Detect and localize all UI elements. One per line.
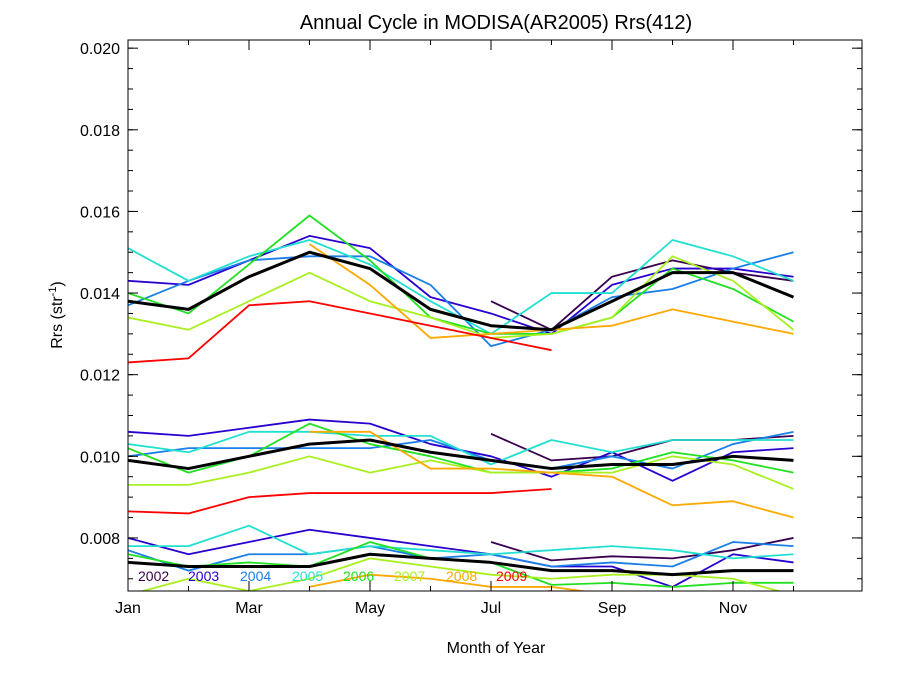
legend-item-2006: 2006 — [343, 568, 374, 584]
legend: 2002 2003 2004 2005 2006 2007 2008 2009 — [138, 568, 527, 584]
mean-line-band-3 — [128, 552, 794, 577]
legend-item-2003: 2003 — [188, 568, 219, 584]
legend-item-2004: 2004 — [240, 568, 271, 584]
x-tick-label-3: Jul — [481, 600, 501, 617]
series-line-2005-band-2 — [128, 430, 794, 466]
y-tick-label-1: 0.010 — [80, 449, 120, 466]
series-line-2003-band-3 — [128, 528, 794, 588]
y-tick-label-4: 0.016 — [80, 204, 120, 221]
series-line-2007-band-2 — [128, 455, 794, 490]
x-tick-label-5: Nov — [719, 600, 747, 617]
legend-item-2009: 2009 — [496, 568, 527, 584]
series-line-2009-band-3 — [538, 590, 552, 591]
y-axis-label-main: Rrs (str — [49, 296, 66, 349]
series-line-2002-band-3 — [490, 537, 794, 562]
series-line-2008-band-2 — [309, 430, 794, 519]
y-axis-label-sup: -1 — [47, 287, 59, 297]
legend-item-2008: 2008 — [446, 568, 477, 584]
mean-line-band-2 — [128, 438, 794, 471]
legend-item-2005: 2005 — [292, 568, 323, 584]
legend-item-2007: 2007 — [394, 568, 425, 584]
y-axis-label-end: ) — [49, 281, 66, 286]
x-tick-label-4: Sep — [598, 600, 627, 617]
y-tick-label-5: 0.018 — [80, 123, 120, 140]
series-line-2007-band-1 — [128, 255, 795, 339]
chart-title: Annual Cycle in MODISA(AR2005) Rrs(412) — [300, 12, 692, 34]
series-line-2009-band-1 — [128, 300, 552, 364]
series-line-2004-band-3 — [128, 541, 794, 572]
series-line-2009-band-2 — [128, 488, 552, 515]
series-layer — [128, 214, 795, 591]
series-line-2002-band-1 — [490, 259, 794, 331]
x-tick-label-1: Mar — [235, 600, 263, 617]
tick-layer: 0.008 0.010 0.012 0.014 0.016 0.018 0.020 Jan Ma… — [80, 40, 862, 617]
x-tick-label-2: May — [355, 600, 385, 617]
series-line-2008-band-3 — [309, 573, 589, 591]
y-tick-label-6: 0.020 — [80, 41, 120, 58]
series-line-2003-band-1 — [128, 235, 794, 335]
legend-item-2002: 2002 — [138, 568, 169, 584]
x-axis-label: Month of Year — [447, 640, 546, 657]
y-tick-label-0: 0.008 — [80, 531, 120, 548]
mean-line-band-1 — [128, 250, 795, 332]
x-tick-label-0: Jan — [115, 600, 141, 617]
y-axis-label: Rrs (str-1) — [47, 281, 66, 349]
plot-frame — [127, 39, 863, 592]
y-tick-label-3: 0.014 — [80, 286, 120, 303]
series-line-2005-band-3 — [128, 524, 794, 560]
series-line-2004-band-1 — [128, 251, 794, 348]
y-tick-label-2: 0.012 — [80, 368, 120, 385]
